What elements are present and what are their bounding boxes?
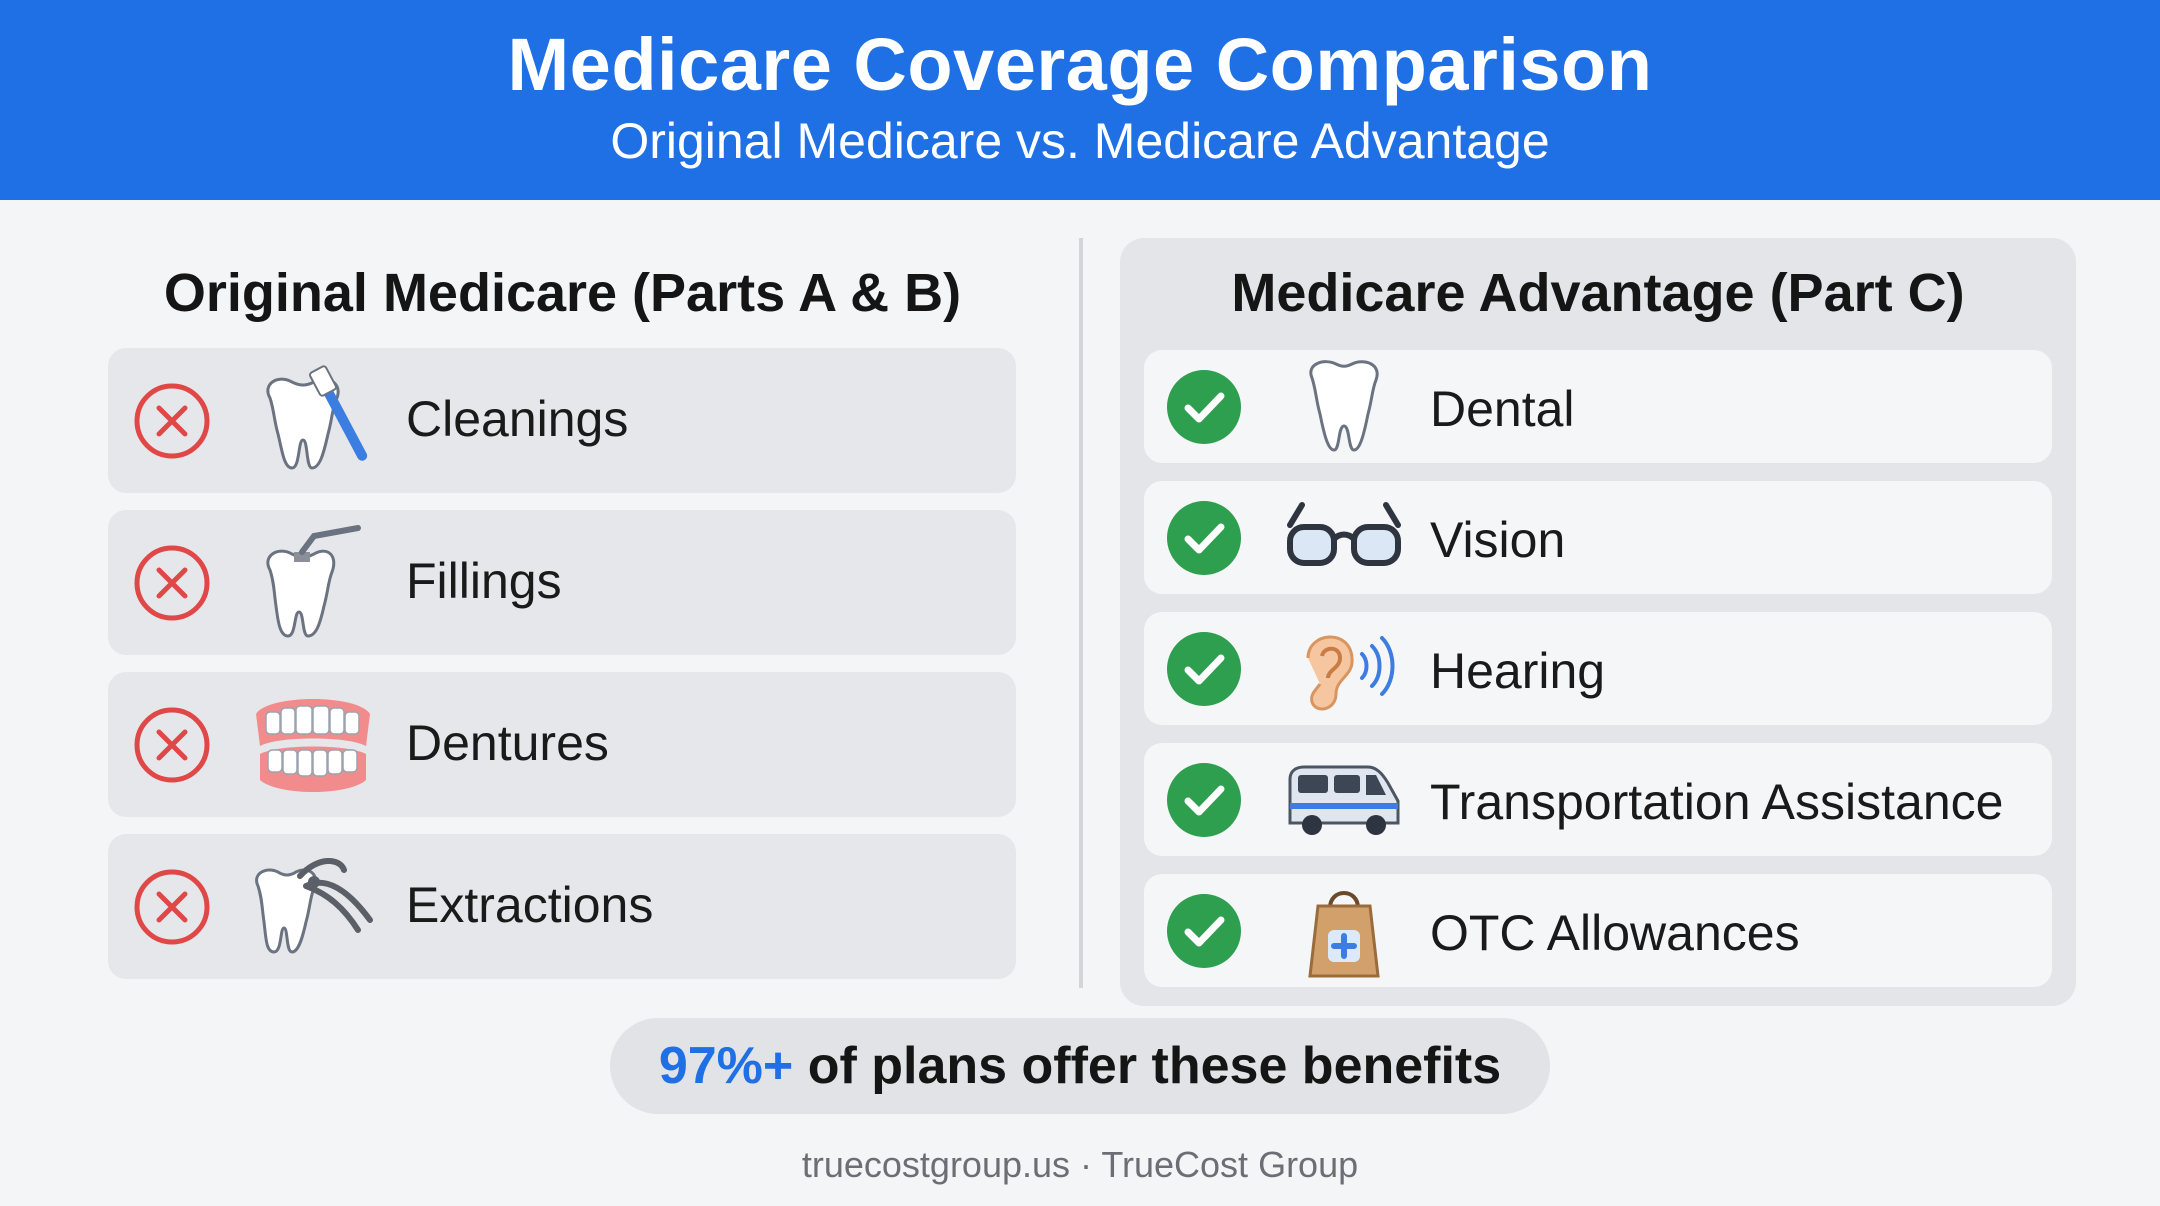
list-item-extractions: Extractions	[108, 834, 1016, 979]
list-item-vision: Vision	[1144, 481, 2052, 594]
van-icon	[1288, 765, 1400, 835]
item-label: Extractions	[406, 877, 654, 933]
dentures-icon	[256, 699, 370, 792]
tooth-filling-icon	[266, 525, 361, 638]
page-title: Medicare Coverage Comparison	[507, 23, 1653, 106]
tooth-icon	[1309, 360, 1379, 452]
x-circle-icon	[134, 869, 210, 945]
check-circle-icon	[1167, 632, 1241, 706]
list-item-dental: Dental	[1144, 350, 2052, 463]
x-circle-icon	[134, 707, 210, 783]
header-banner: Medicare Coverage Comparison Original Me…	[0, 0, 2160, 200]
check-circle-icon	[1167, 501, 1241, 575]
tooth-extraction-icon	[255, 858, 373, 954]
item-label: Fillings	[406, 553, 562, 609]
check-circle-icon	[1167, 370, 1241, 444]
item-label: OTC Allowances	[1430, 905, 1800, 961]
item-label: Hearing	[1430, 643, 1606, 699]
list-item-dentures: Dentures	[108, 672, 1016, 817]
stat-text: of plans offer these benefits	[793, 1037, 1502, 1095]
item-label: Transportation Assistance	[1430, 774, 2004, 830]
list-item-otc-allowances: OTC Allowances	[1144, 874, 2052, 987]
original-medicare-title: Original Medicare (Parts A & B)	[163, 263, 962, 323]
footer-credit: truecostgroup.us · TrueCost Group	[801, 1144, 1359, 1185]
item-label: Vision	[1430, 512, 1566, 568]
list-item-cleanings: Cleanings	[108, 348, 1016, 493]
medical-bag-icon	[1308, 891, 1380, 978]
x-circle-icon	[134, 383, 210, 459]
item-label: Dental	[1430, 381, 1575, 437]
tooth-toothbrush-icon	[266, 365, 368, 470]
column-divider	[1079, 238, 1083, 988]
glasses-icon	[1287, 502, 1401, 566]
stat-value: 97%+	[658, 1037, 794, 1095]
list-item-fillings: Fillings	[108, 510, 1016, 655]
list-item-transportation-assistance: Transportation Assistance	[1144, 743, 2052, 856]
medicare-advantage-title: Medicare Advantage (Part C)	[1231, 263, 1965, 323]
check-circle-icon	[1167, 894, 1241, 968]
ear-icon	[1306, 635, 1395, 711]
check-circle-icon	[1167, 763, 1241, 837]
x-circle-icon	[134, 545, 210, 621]
list-item-hearing: Hearing	[1144, 612, 2052, 725]
page-subtitle: Original Medicare vs. Medicare Advantage	[610, 113, 1550, 169]
item-label: Cleanings	[406, 391, 629, 447]
benefit-stat-badge: 97%+ of plans offer these benefits	[610, 1018, 1550, 1114]
item-label: Dentures	[406, 715, 609, 771]
